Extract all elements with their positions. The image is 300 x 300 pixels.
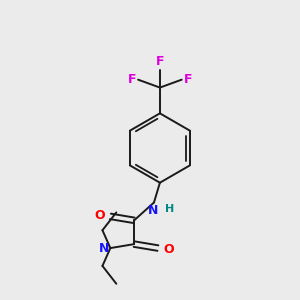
Text: F: F <box>128 73 136 86</box>
Text: N: N <box>148 205 158 218</box>
Text: N: N <box>99 242 110 255</box>
Text: H: H <box>165 205 174 214</box>
Text: O: O <box>95 209 105 222</box>
Text: O: O <box>163 243 173 256</box>
Text: F: F <box>156 55 164 68</box>
Text: F: F <box>184 73 192 86</box>
